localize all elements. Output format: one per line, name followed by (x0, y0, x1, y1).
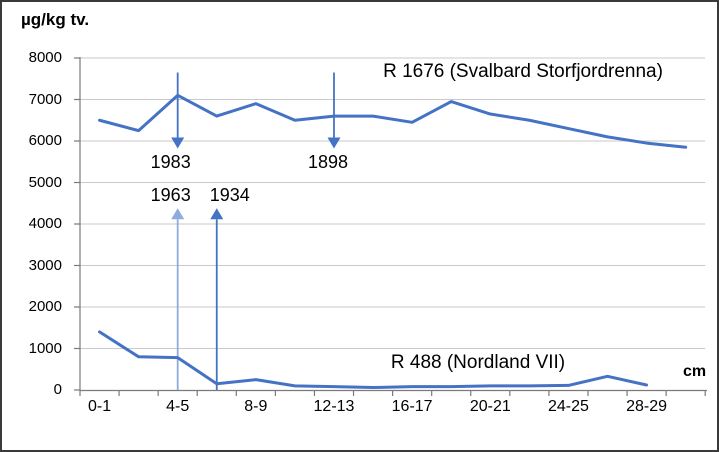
y-axis-title: µg/kg tv. (21, 10, 90, 29)
x-tick-label: 12-13 (313, 398, 355, 415)
series-line-r1676 (98, 93, 688, 149)
x-tick-label: 28-29 (626, 398, 668, 415)
annotation-year-label-1934: 1934 (209, 185, 250, 205)
x-tick-label: 8-9 (244, 398, 268, 415)
x-tick-label: 4-5 (166, 398, 190, 415)
y-tick-label: 2000 (28, 298, 62, 315)
annotation-year-label-1983: 1983 (150, 152, 191, 172)
series-line-r488 (98, 330, 649, 390)
annotation-arrow-head-1934 (210, 208, 224, 220)
x-axis-unit-label: cm (683, 363, 707, 380)
annotation-arrow-head-1963 (171, 208, 185, 220)
y-tick-label: 5000 (28, 173, 62, 191)
x-tick-label: 16-17 (391, 398, 433, 415)
annotation-arrow-head-1983 (171, 137, 185, 149)
y-tick-label: 8000 (28, 49, 62, 66)
y-tick-label: 4000 (28, 215, 62, 232)
y-tick-label: 0 (53, 381, 62, 398)
x-tick-label: 20-21 (469, 398, 511, 415)
x-tick-label: 0-1 (87, 398, 112, 415)
x-tick-label: 24-25 (547, 398, 589, 415)
y-tick-label: 7000 (28, 90, 62, 108)
series-label-r1676: R 1676 (Svalbard Storfjordrenna) (383, 61, 663, 82)
y-tick-label: 3000 (28, 256, 62, 274)
annotation-arrow-head-1898 (327, 137, 341, 149)
y-tick-label: 1000 (28, 339, 62, 357)
y-tick-label: 6000 (28, 132, 62, 149)
series-label-r488: R 488 (Nordland VII) (390, 352, 566, 373)
annotation-year-label-1963: 1963 (150, 185, 191, 205)
annotation-year-label-1898: 1898 (307, 152, 348, 172)
